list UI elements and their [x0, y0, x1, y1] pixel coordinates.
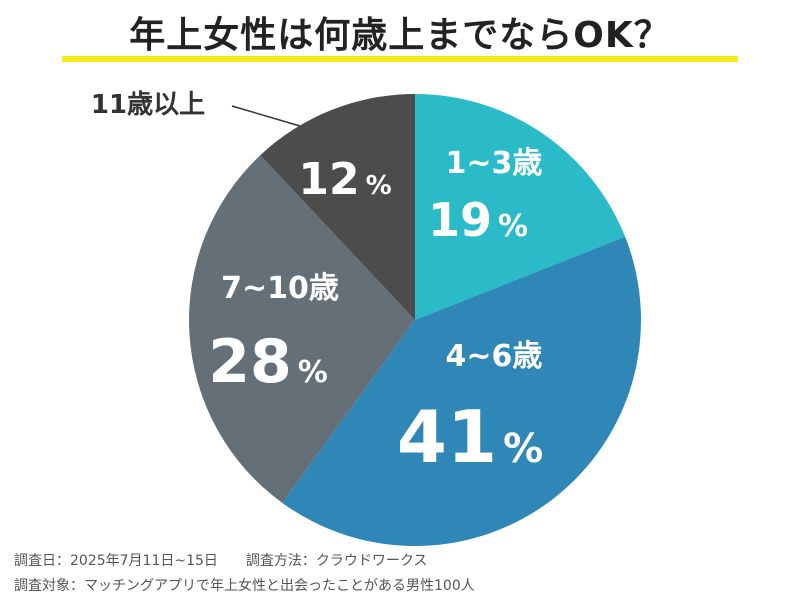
footer-line-1: 調査日：2025年7月11日~15日 調査方法：クラウドワークス: [14, 550, 428, 570]
survey-target: 調査対象：マッチングアプリで年上女性と出会ったことがある男性100人: [14, 578, 475, 594]
pie-slice-4: [260, 94, 415, 320]
pie-slice-3: [188, 155, 415, 503]
slice-label-4: 11歳以上: [91, 90, 205, 120]
callout-line: [231, 105, 301, 127]
pie-slice-1: [415, 94, 626, 320]
pie-slice-2: [282, 236, 641, 546]
slice-value-2: 41%: [397, 395, 543, 479]
slice-label-1: 1~3歳: [446, 146, 543, 181]
slice-label-3: 7~10歳: [221, 271, 339, 306]
slice-value-1: 19%: [428, 193, 528, 247]
survey-method: 調査方法：クラウドワークス: [245, 553, 428, 569]
slice-label-2: 4~6歳: [446, 339, 543, 374]
survey-date: 調査日：2025年7月11日~15日: [14, 553, 218, 569]
slice-value-4: 12%: [298, 154, 391, 205]
chart-title: 年上女性は何歳上までならOK？: [129, 15, 671, 56]
title-underline: [62, 56, 738, 62]
slice-value-3: 28%: [208, 327, 328, 397]
footer-line-2: 調査対象：マッチングアプリで年上女性と出会ったことがある男性100人: [14, 575, 475, 595]
